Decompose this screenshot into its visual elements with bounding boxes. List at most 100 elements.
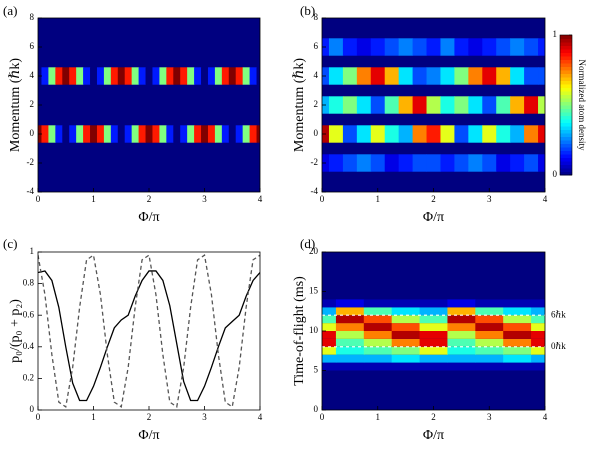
heatmap-cell — [531, 307, 545, 316]
heatmap-cell — [531, 331, 545, 339]
x-tick-label: 1 — [91, 412, 96, 422]
heatmap-cell — [207, 67, 216, 85]
heatmap-cell — [356, 38, 372, 56]
heatmap-cell — [48, 125, 56, 143]
x-tick-label: 3 — [202, 194, 207, 204]
colorbar-step — [560, 98, 572, 102]
x-tick-label: 2 — [431, 194, 436, 204]
panel: 0 1 2 3 4 0 0.2 0.4 0.6 0.8 1 Φ/π p₀/(p₀ + p₂) (c) — [3, 236, 263, 443]
heatmap-cell — [187, 67, 195, 85]
heatmap-cell — [322, 346, 337, 355]
y-tick-label: -4 — [311, 186, 319, 196]
heatmap-cell — [503, 354, 532, 363]
colorbar-step — [560, 147, 572, 151]
y-tick-label: 1 — [30, 246, 35, 256]
heatmap-cell — [524, 67, 539, 85]
y-tick-label: 0 — [30, 404, 35, 414]
x-axis-label: Φ/π — [423, 210, 444, 225]
heatmap-cell — [41, 125, 49, 143]
heatmap-cell — [482, 38, 497, 56]
heatmap-cell — [426, 67, 441, 85]
heatmap-cell — [173, 67, 181, 85]
annotation: 0ℏk — [551, 341, 566, 351]
heatmap-cell — [83, 67, 91, 85]
heatmap-cell — [531, 354, 545, 363]
heatmap-cell — [447, 354, 476, 363]
heatmap-cell — [475, 331, 504, 339]
heatmap-cell — [159, 67, 167, 85]
y-tick-label: 0 — [314, 128, 319, 138]
heatmap-cell — [370, 38, 386, 56]
heatmap-cell — [335, 346, 365, 355]
colorbar-step — [560, 115, 572, 120]
y-tick-label: -2 — [311, 157, 319, 167]
heatmap-cell — [419, 362, 448, 371]
heatmap-cell — [117, 125, 126, 143]
heatmap-cell — [503, 307, 532, 316]
heatmap-cell — [447, 346, 476, 355]
heatmap-cell — [328, 67, 344, 85]
heatmap-cell — [214, 125, 223, 143]
heatmap-cell — [447, 362, 476, 371]
heatmap-cell — [503, 323, 532, 331]
y-tick-label: 0.6 — [23, 309, 35, 319]
heatmap-cell — [419, 307, 448, 316]
plot-area — [38, 254, 260, 408]
heatmap-cell — [256, 125, 260, 143]
heatmap-cell — [391, 346, 421, 355]
colorbar-step — [560, 101, 572, 106]
heatmap-cell — [328, 154, 344, 172]
heatmap-cell — [242, 67, 251, 85]
x-tick-label: 2 — [431, 412, 436, 422]
colorbar-step — [560, 168, 572, 172]
heatmap-cell — [62, 67, 70, 85]
annotation: 6ℏk — [551, 309, 566, 319]
colorbar-step — [560, 77, 572, 81]
colorbar-step — [560, 122, 572, 127]
colorbar-step — [560, 140, 572, 144]
heatmap-cell — [342, 154, 358, 172]
heatmap-cell — [419, 299, 448, 308]
heatmap-cell — [426, 38, 441, 56]
x-tick-label: 1 — [376, 194, 381, 204]
plot-area — [38, 18, 260, 192]
heatmap-cell — [538, 96, 545, 114]
y-tick-label: 20 — [309, 246, 319, 256]
heatmap-cell — [356, 154, 372, 172]
heatmap-cell — [124, 125, 133, 143]
heatmap-cell — [412, 96, 428, 114]
heatmap-cell — [538, 38, 545, 56]
y-tick-label: 10 — [309, 325, 319, 335]
x-tick-label: 3 — [487, 194, 492, 204]
heatmap-cell — [110, 125, 119, 143]
heatmap-cell — [335, 354, 365, 363]
heatmap-cell — [454, 96, 469, 114]
heatmap-cell — [356, 125, 372, 143]
heatmap-cell — [482, 67, 497, 85]
colorbar-step — [560, 126, 572, 130]
heatmap-cell — [391, 354, 421, 363]
heatmap-cell — [152, 67, 160, 85]
heatmap-cell — [384, 96, 400, 114]
y-tick-label: -2 — [27, 157, 35, 167]
x-tick-label: 4 — [258, 412, 263, 422]
heatmap-cell — [398, 125, 414, 143]
panel-label: (b) — [300, 3, 315, 18]
heatmap-cell — [447, 299, 476, 308]
heatmap-cell — [110, 67, 119, 85]
heatmap-cell — [447, 315, 476, 324]
x-tick-label: 0 — [320, 194, 325, 204]
heatmap-cell — [468, 38, 483, 56]
heatmap-cell — [322, 362, 337, 371]
heatmap-cell — [187, 125, 195, 143]
heatmap-cell — [440, 96, 455, 114]
x-tick-label: 3 — [202, 412, 207, 422]
heatmap-cell — [242, 125, 251, 143]
heatmap-cell — [454, 154, 469, 172]
heatmap-cell — [510, 125, 525, 143]
heatmap-cell — [531, 315, 545, 324]
heatmap-cell — [55, 125, 63, 143]
heatmap-cell — [201, 125, 209, 143]
heatmap-cell — [475, 346, 504, 355]
heatmap-cell — [538, 125, 545, 143]
